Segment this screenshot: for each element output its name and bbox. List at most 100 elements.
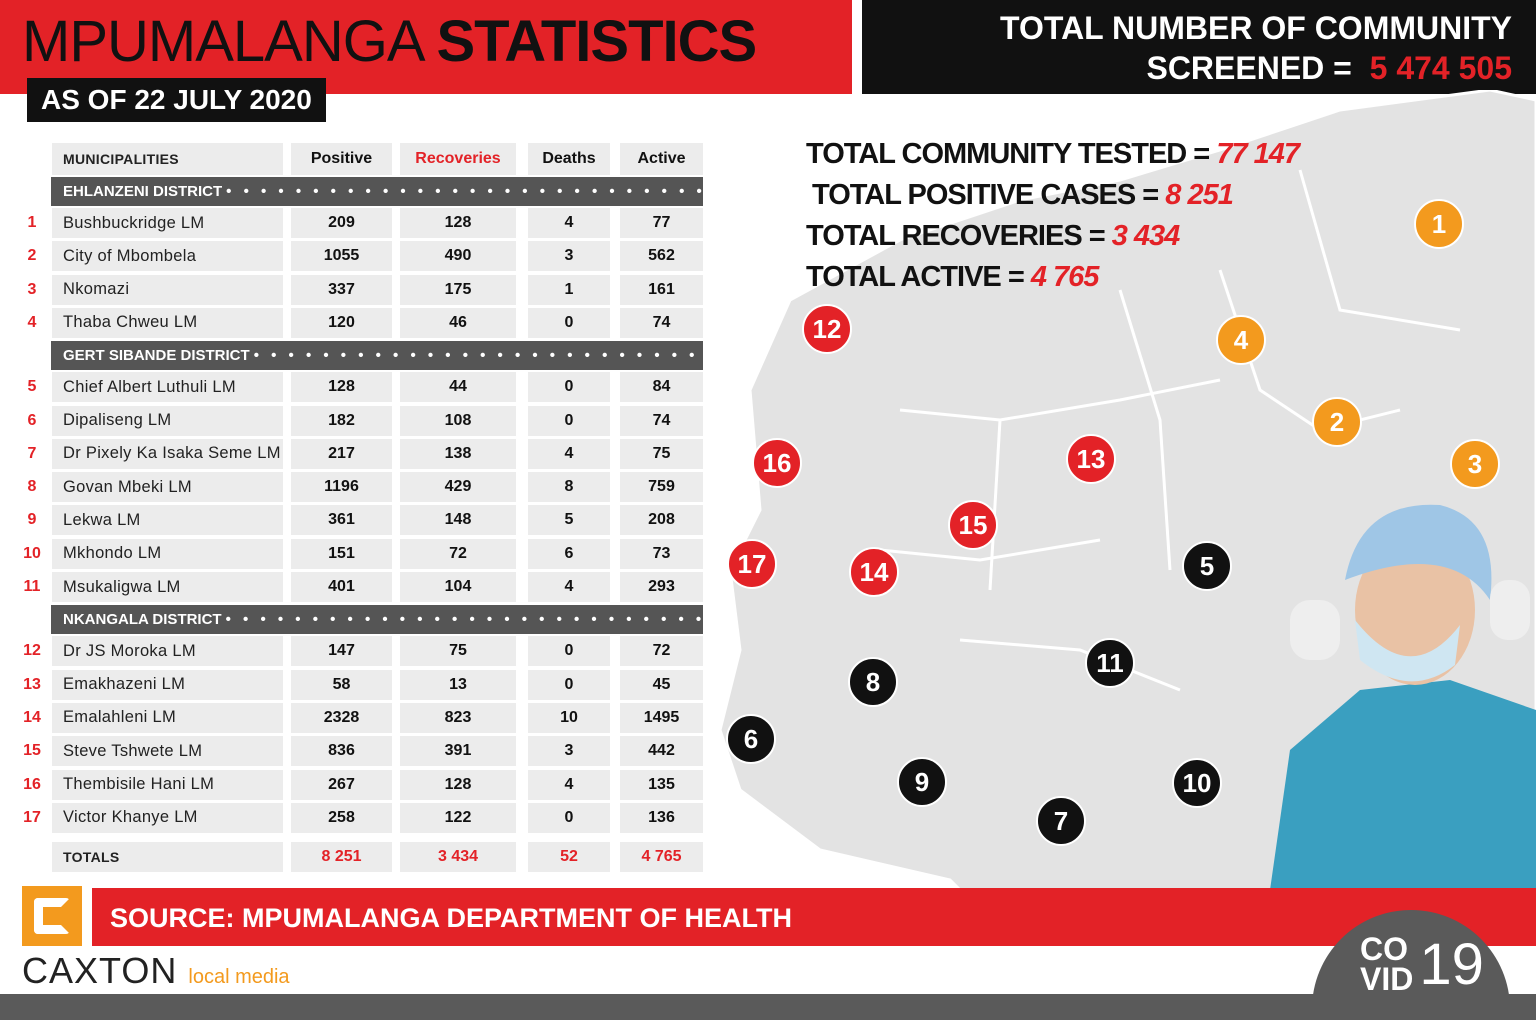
municipality-name: Emakhazeni LM [52, 669, 283, 700]
table-cell: 128 [291, 372, 392, 403]
map-badge-9: 9 [897, 757, 947, 807]
table-cell: 4 [528, 769, 610, 800]
table-cell: 391 [400, 736, 516, 767]
totals-cell: 4 765 [620, 842, 703, 872]
table-cell: 258 [291, 802, 392, 833]
caxton-logo-icon [22, 886, 82, 946]
map-badge-16: 16 [752, 438, 802, 488]
table-cell: 138 [400, 438, 516, 469]
table-cell: 1495 [620, 702, 703, 733]
table-cell: 442 [620, 736, 703, 767]
table-cell: 836 [291, 736, 392, 767]
map-badge-11: 11 [1085, 638, 1135, 688]
covid-num: 19 [1419, 932, 1484, 997]
district-name: EHLANZENI DISTRICT [63, 183, 223, 200]
map-badge-2: 2 [1312, 397, 1362, 447]
municipality-name: Lekwa LM [52, 505, 283, 536]
summary-value: 8 251 [1165, 179, 1234, 211]
table-cell: 72 [400, 538, 516, 569]
district-name: GERT SIBANDE DISTRICT [63, 347, 250, 365]
table-cell: 823 [400, 702, 516, 733]
table-cell: 58 [291, 669, 392, 700]
row-number: 17 [23, 808, 41, 826]
table-cell: 135 [620, 769, 703, 800]
table-cell: 10 [528, 702, 610, 733]
table-cell: 337 [291, 274, 392, 305]
title-bold: STATISTICS [436, 9, 757, 74]
row-number: 12 [23, 642, 41, 660]
row-number: 6 [27, 411, 37, 429]
district-header: NKANGALA DISTRICT • • • • • • • • • • • •… [51, 605, 703, 635]
footer-bar [0, 994, 1536, 1020]
summary-totals: TOTAL COMMUNITY TESTED = 77 147 TOTAL POS… [806, 134, 1300, 298]
table-cell: 148 [400, 505, 516, 536]
table-cell: 75 [620, 438, 703, 469]
brand-name: CAXTON [22, 950, 178, 991]
table-cell: 562 [620, 241, 703, 272]
dotted-leader: • • • • • • • • • • • • • • • • • • • • … [225, 611, 703, 629]
totals-cell: 8 251 [291, 842, 392, 872]
summary-value: 77 147 [1216, 138, 1300, 170]
map-badge-8: 8 [848, 657, 898, 707]
column-header: Deaths [528, 143, 610, 175]
table-cell: 72 [620, 636, 703, 667]
district-header: EHLANZENI DISTRICT • • • • • • • • • • • … [51, 177, 703, 206]
covid-top: CO [1360, 931, 1408, 967]
table-cell: 128 [400, 208, 516, 238]
summary-line: TOTAL POSITIVE CASES = 8 251 [806, 175, 1299, 216]
municipality-name: City of Mbombela [52, 241, 283, 272]
table-cell: 2328 [291, 702, 392, 733]
table-cell: 0 [528, 405, 610, 436]
summary-label: TOTAL RECOVERIES = [806, 220, 1106, 252]
table-cell: 217 [291, 438, 392, 469]
municipality-name: Bushbuckridge LM [52, 208, 283, 238]
table-cell: 6 [528, 538, 610, 569]
page-title: MPUMALANGA STATISTICS [22, 8, 757, 75]
table-cell: 175 [400, 274, 516, 305]
table-cell: 1055 [291, 241, 392, 272]
table-cell: 73 [620, 538, 703, 569]
row-number: 11 [23, 578, 41, 595]
table-cell: 44 [400, 372, 516, 403]
summary-line: TOTAL ACTIVE = 4 765 [806, 257, 1299, 298]
district-header: GERT SIBANDE DISTRICT • • • • • • • • • •… [51, 341, 703, 371]
map-badge-10: 10 [1172, 758, 1222, 808]
table-cell: 3 [528, 736, 610, 767]
dotted-leader: • • • • • • • • • • • • • • • • • • • • … [226, 183, 703, 200]
table-cell: 361 [291, 505, 392, 536]
row-number: 8 [27, 478, 37, 496]
map-badge-1: 1 [1414, 199, 1464, 249]
municipality-name: Thaba Chweu LM [52, 307, 283, 338]
map-badge-3: 3 [1450, 439, 1500, 489]
summary-line: TOTAL COMMUNITY TESTED = 77 147 [806, 134, 1300, 175]
row-number: 15 [23, 742, 41, 760]
map-badge-14: 14 [849, 547, 899, 597]
table-cell: 0 [528, 307, 610, 338]
table-cell: 0 [528, 802, 610, 833]
column-header: Recoveries [400, 143, 516, 175]
totals-label: TOTALS [52, 842, 283, 872]
table-cell: 13 [400, 669, 516, 700]
municipality-name: Dr JS Moroka LM [52, 636, 283, 667]
table-cell: 147 [291, 636, 392, 667]
title-light: MPUMALANGA [22, 9, 422, 74]
date-label: AS OF 22 JULY 2020 [27, 78, 326, 122]
totals-cell: 52 [528, 842, 610, 872]
table-cell: 84 [620, 372, 703, 403]
row-number: 3 [27, 280, 37, 298]
map-badge-7: 7 [1036, 796, 1086, 846]
table-cell: 4 [528, 438, 610, 469]
municipality-name: Emalahleni LM [52, 702, 283, 733]
table-cell: 77 [620, 208, 703, 238]
municipality-name: Msukaligwa LM [52, 572, 283, 602]
table-cell: 45 [620, 669, 703, 700]
table-cell: 4 [528, 572, 610, 602]
row-number: 10 [23, 544, 41, 562]
table-cell: 267 [291, 769, 392, 800]
row-number: 14 [23, 708, 41, 726]
row-number: 16 [23, 775, 41, 793]
summary-label: TOTAL POSITIVE CASES = [812, 179, 1159, 211]
municipality-name: Chief Albert Luthuli LM [52, 372, 283, 403]
table-cell: 120 [291, 307, 392, 338]
source-banner: SOURCE: MPUMALANGA DEPARTMENT OF HEALTH [92, 888, 1536, 946]
